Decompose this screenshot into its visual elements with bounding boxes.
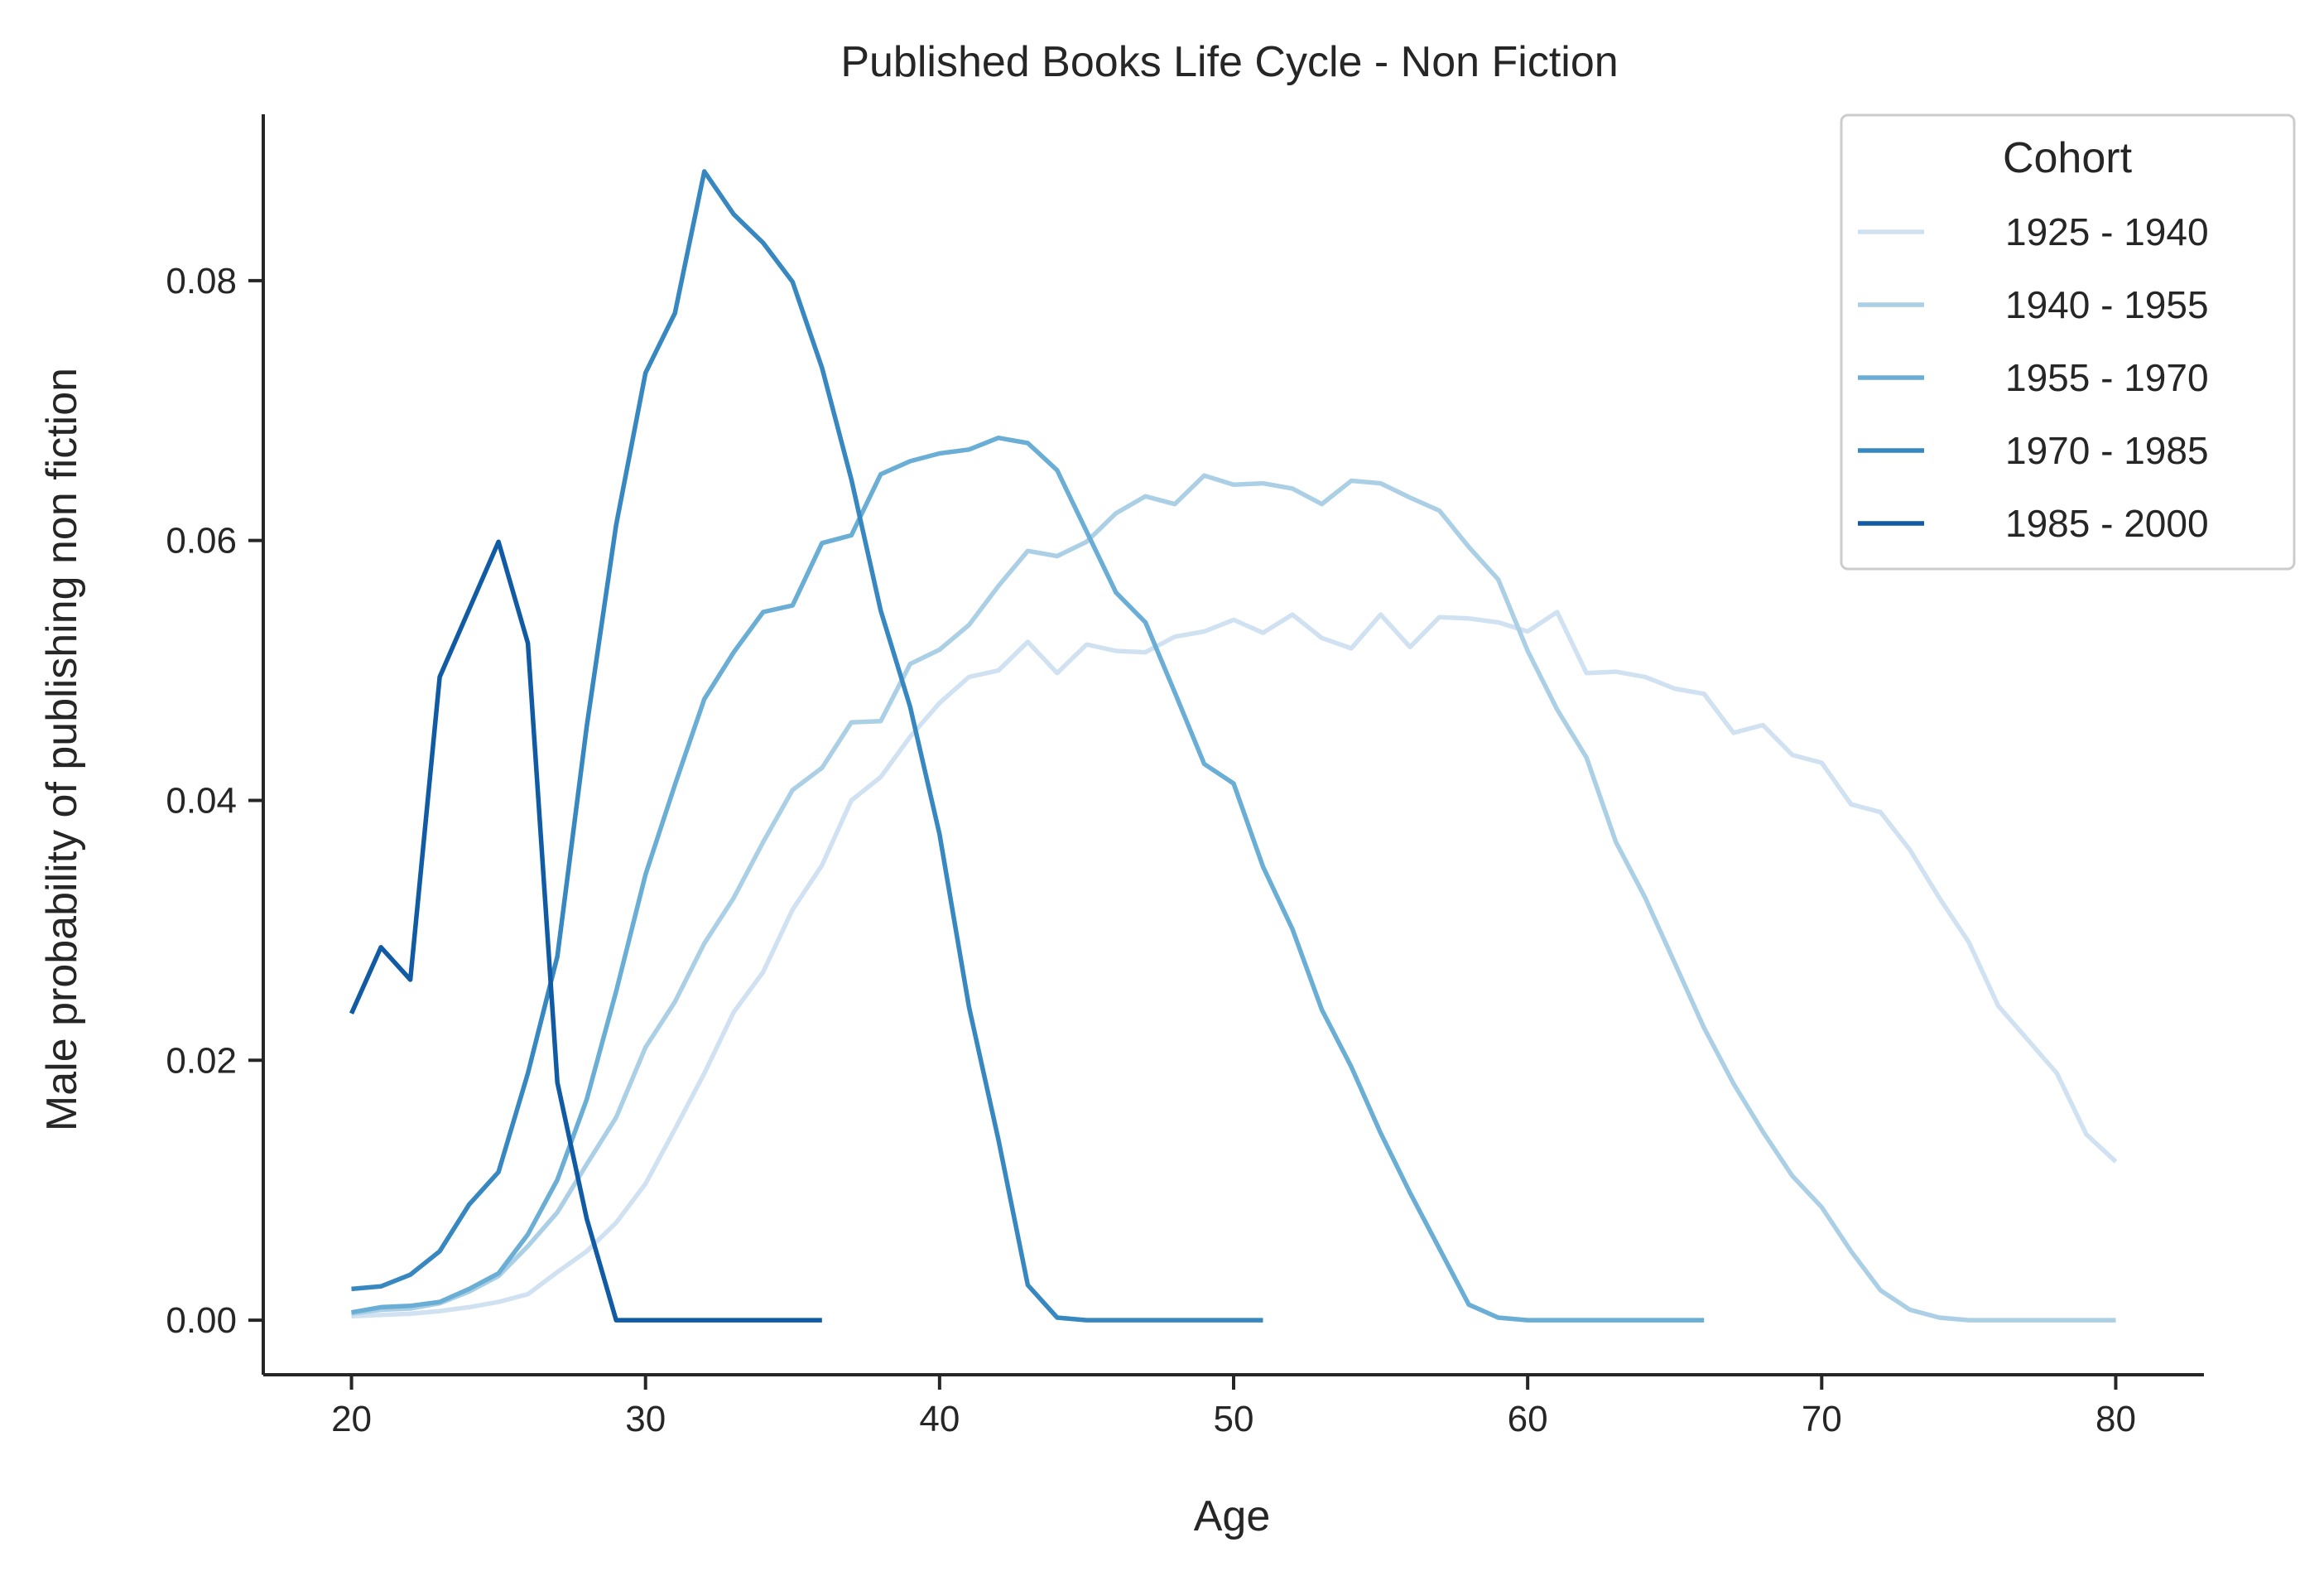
series-line-2	[351, 473, 2116, 1323]
x-tick-label: 20	[331, 1399, 372, 1439]
legend-label: 1925 - 1940	[2005, 210, 2209, 253]
legend-frame	[1840, 113, 2296, 571]
x-tick-label: 40	[919, 1399, 960, 1439]
y-tick-label: 0.02	[166, 1040, 237, 1081]
legend-label: 1940 - 1955	[2005, 283, 2209, 326]
y-tick-label: 0.06	[166, 521, 237, 561]
legend-title: Cohort	[2003, 134, 2133, 182]
y-axis-ticks: 0.00 0.02 0.04 0.06 0.08	[166, 261, 263, 1341]
x-axis-ticks: 20 30 40 50 60 70 80	[331, 1375, 2136, 1439]
x-tick-label: 50	[1214, 1399, 1254, 1439]
series-line-1	[351, 610, 2118, 1319]
legend-label: 1970 - 1985	[2005, 429, 2209, 472]
legend-label: 1985 - 2000	[2005, 502, 2209, 545]
x-tick-label: 70	[1802, 1399, 1842, 1439]
series-line-3	[351, 435, 1705, 1323]
y-tick-label: 0.04	[166, 780, 237, 821]
x-tick-label: 80	[2095, 1399, 2136, 1439]
y-tick-label: 0.08	[166, 261, 237, 301]
y-tick-label: 0.00	[166, 1300, 237, 1341]
x-tick-label: 60	[1508, 1399, 1548, 1439]
legend-items: 1925 - 1940 1940 - 1955 1955 - 1970 1970 - …	[1858, 210, 2209, 545]
legend: Cohort 1925 - 1940 1940 - 1955 1955 - 1970…	[1840, 113, 2296, 571]
series-line-5	[349, 539, 822, 1323]
plot-area	[349, 169, 2118, 1323]
chart-title: Published Books Life Cycle - Non Fiction	[840, 38, 1618, 86]
x-tick-label: 30	[625, 1399, 666, 1439]
legend-label: 1955 - 1970	[2005, 356, 2209, 399]
series-line-4	[351, 169, 1263, 1323]
y-axis-label: Male probability of publishing non ficti…	[38, 368, 86, 1131]
x-axis-label: Age	[1194, 1492, 1271, 1540]
